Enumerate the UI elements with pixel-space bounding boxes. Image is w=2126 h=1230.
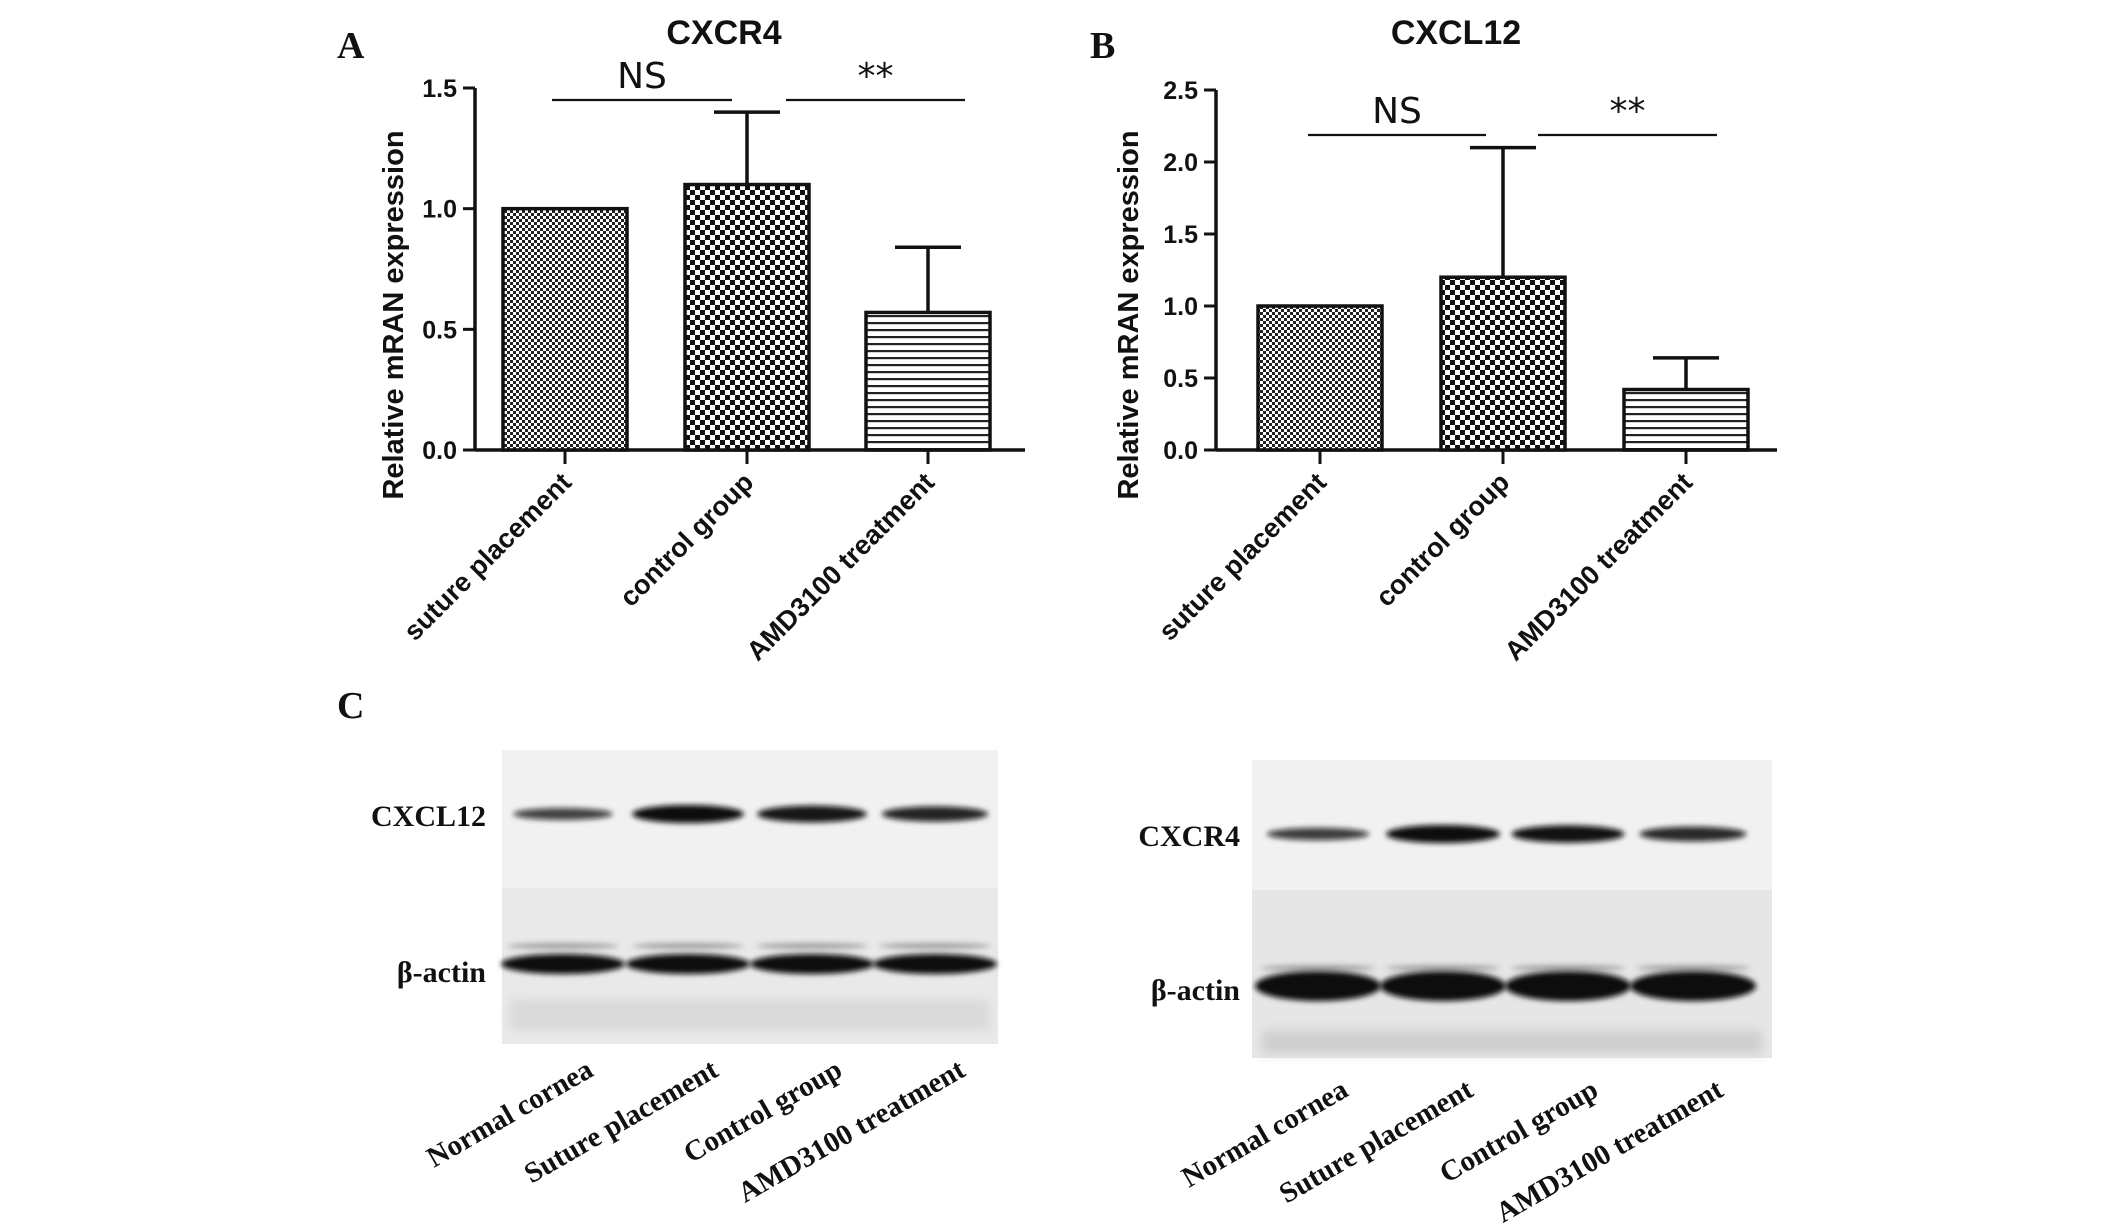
y-tick-label: 0.0 (422, 437, 457, 465)
blot-haze (1262, 1030, 1762, 1054)
blot-membrane-top (1252, 760, 1772, 890)
significance-annotations: NS ** (552, 56, 965, 102)
faint-band (879, 943, 991, 949)
target-band (632, 805, 744, 823)
target-band (1639, 826, 1747, 842)
chart-title: CXCR4 (666, 14, 781, 52)
significance-label: NS (1372, 91, 1422, 132)
lane-label: AMD3100 treatment (732, 1053, 970, 1209)
significance-label: ** (1610, 91, 1646, 132)
target-bands (1266, 825, 1747, 843)
actin-band (1380, 971, 1506, 1001)
category-label: control group (1370, 467, 1515, 612)
faint-band (632, 943, 744, 949)
bar (501, 206, 629, 452)
bar (864, 310, 992, 452)
bars (1256, 275, 1750, 452)
actin-band (501, 954, 625, 974)
target-band (1386, 825, 1500, 843)
target-band (1511, 825, 1625, 843)
category-label: suture placement (1153, 467, 1332, 646)
significance-label: NS (617, 56, 667, 97)
y-tick-label: 1.5 (1163, 221, 1198, 249)
y-tick-label: 0.5 (422, 316, 457, 344)
actin-band (873, 954, 997, 974)
category-label: control group (614, 467, 759, 612)
bar (1622, 387, 1750, 452)
bar (683, 182, 811, 452)
y-tick-label: 1.0 (1163, 293, 1198, 321)
y-tick-label: 0.5 (1163, 365, 1198, 393)
target-bands (513, 805, 989, 823)
category-label: AMD3100 treatment (1499, 467, 1698, 666)
faint-band (1636, 965, 1750, 971)
faint-band (507, 943, 619, 949)
actin-band (1505, 971, 1631, 1001)
panel-letter-c: C (337, 685, 364, 727)
bar (1256, 304, 1384, 452)
panel-letter-a: A (337, 25, 365, 67)
y-tick-label: 1.5 (422, 75, 457, 103)
bar (1439, 275, 1567, 452)
target-band (757, 805, 867, 823)
actin-band (750, 954, 874, 974)
y-tick-label: 1.0 (422, 196, 457, 224)
y-tick-label: 2.0 (1163, 149, 1198, 177)
faint-band (1261, 965, 1375, 971)
category-label: suture placement (398, 467, 577, 646)
target-band (1266, 827, 1370, 841)
y-ticks: 0.0 0.5 1.0 1.5 (422, 75, 475, 465)
y-ticks: 0.0 0.5 1.0 1.5 2.0 2.5 (1163, 77, 1216, 465)
faint-band (756, 943, 868, 949)
y-tick-label: 2.5 (1163, 77, 1198, 105)
faint-band (1511, 965, 1625, 971)
actin-bands (1255, 965, 1756, 1001)
panel-letter-b: B (1090, 25, 1115, 67)
y-tick-label: 0.0 (1163, 437, 1198, 465)
blot-control-label: β-actin (397, 956, 486, 989)
actin-band (626, 954, 750, 974)
faint-band (1386, 965, 1500, 971)
blot-protein-label: CXCL12 (371, 800, 486, 833)
chart-title: CXCL12 (1391, 14, 1521, 52)
bars (501, 182, 992, 452)
y-axis-label: Relative mRAN expression (378, 130, 410, 499)
chart-cxcr4: CXCR4 Relative mRAN expression 0.0 0.5 1.0… (378, 14, 1025, 666)
significance-label: ** (858, 56, 894, 97)
blot-control-label: β-actin (1151, 974, 1240, 1007)
blot-protein-label: CXCR4 (1138, 820, 1240, 853)
target-band (513, 808, 613, 820)
actin-bands (501, 943, 997, 974)
lane-label: AMD3100 treatment (1490, 1073, 1728, 1229)
blot-haze (510, 1000, 990, 1030)
actin-band (1255, 971, 1381, 1001)
category-label: AMD3100 treatment (741, 467, 940, 666)
target-band (881, 806, 989, 822)
error-bars (714, 110, 961, 313)
error-bars (1470, 145, 1719, 390)
y-axis-label: Relative mRAN expression (1113, 130, 1145, 499)
significance-annotations: NS ** (1308, 91, 1717, 137)
chart-cxcl12: CXCL12 Relative mRAN expression 0.0 0.5 1.… (1113, 14, 1777, 666)
actin-band (1630, 971, 1756, 1001)
